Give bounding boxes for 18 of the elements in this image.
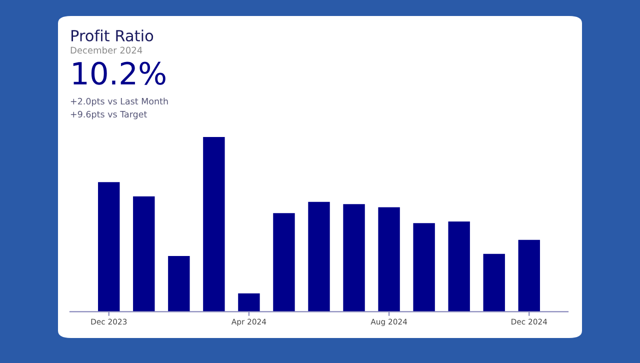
- bar: [483, 254, 505, 312]
- bar: [273, 213, 295, 312]
- bar: [413, 223, 435, 312]
- bar: [448, 222, 470, 312]
- bar: [168, 256, 190, 312]
- text: +9.6pts vs Target: [70, 110, 147, 120]
- bar: [203, 137, 225, 312]
- chart-subtitle: December 2024: [70, 46, 142, 54]
- bar: [133, 196, 155, 312]
- bar: [98, 182, 120, 312]
- chart-title: Profit Ratio: [72, 30, 154, 42]
- bar: [518, 240, 540, 312]
- bar: [308, 202, 330, 312]
- bar: [238, 293, 260, 312]
- bar: [378, 207, 400, 312]
- bar: [343, 204, 365, 312]
- text: 10.2%: [73, 62, 166, 85]
- text: +2.0pts vs Last Month: [70, 98, 168, 106]
